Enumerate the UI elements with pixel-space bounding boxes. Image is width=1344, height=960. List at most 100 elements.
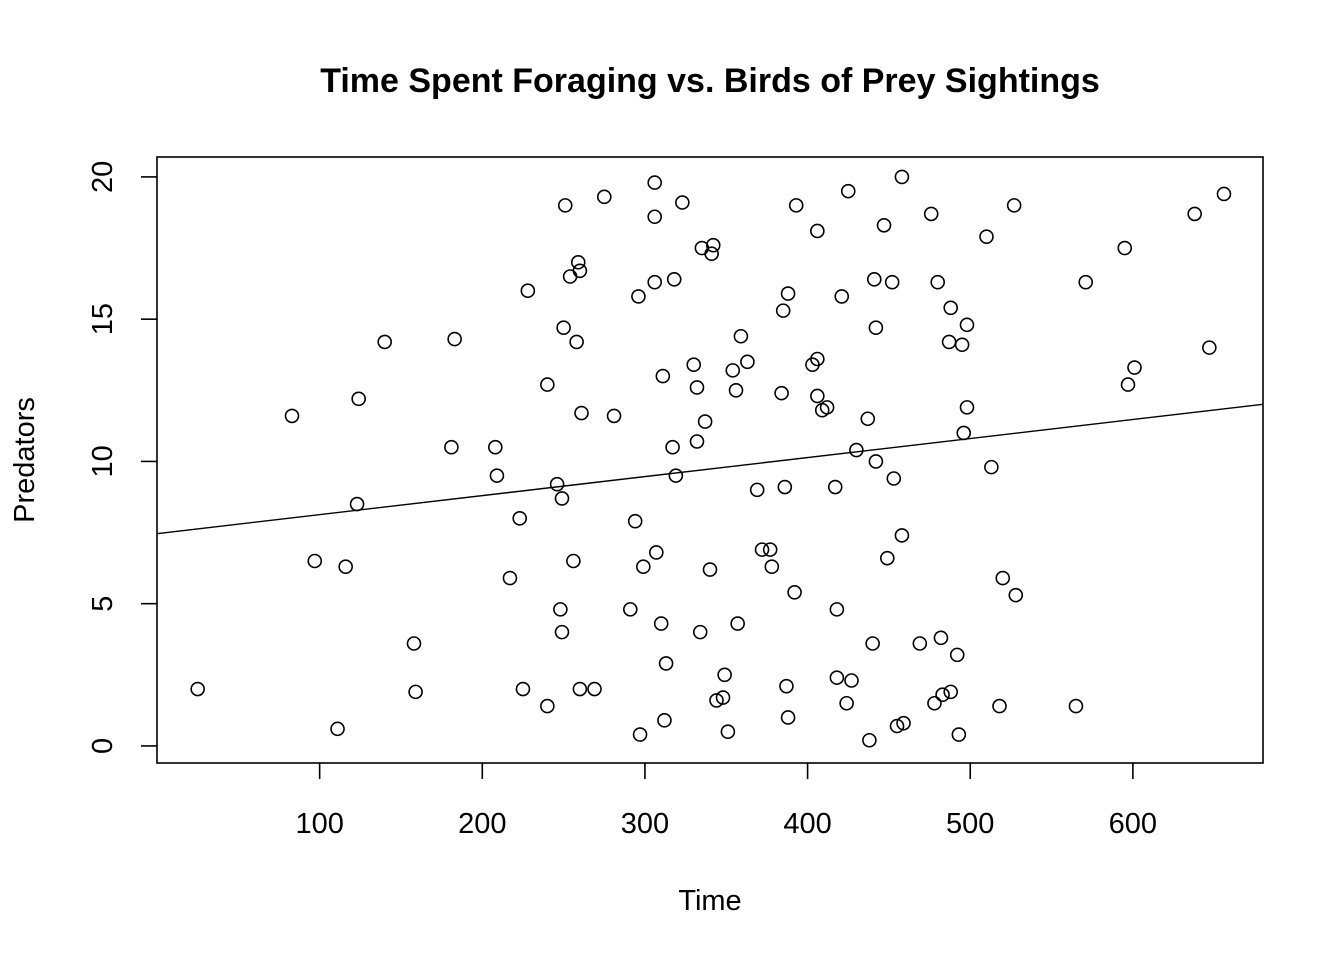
data-point [780, 286, 796, 301]
data-point [349, 496, 365, 512]
data-point [954, 337, 970, 353]
data-point [935, 687, 950, 703]
data-point [1216, 186, 1232, 202]
data-point [886, 471, 902, 486]
data-point [866, 272, 882, 287]
x-tick-label: 500 [946, 808, 994, 840]
data-point [566, 553, 581, 569]
data-point [647, 274, 663, 290]
data-point [606, 408, 622, 424]
data-point [715, 690, 731, 705]
data-point [876, 217, 892, 233]
data-point [406, 636, 422, 651]
data-point [704, 246, 719, 262]
data-point [788, 198, 804, 213]
data-point [896, 715, 911, 731]
data-point [520, 283, 536, 299]
data-point [1120, 377, 1136, 392]
x-axis-label: Time [678, 885, 741, 917]
data-point [941, 334, 957, 350]
data-point [1117, 240, 1133, 256]
data-point [647, 209, 663, 225]
data-point [774, 385, 789, 401]
data-point [377, 334, 393, 350]
data-point [849, 442, 864, 458]
data-point [959, 400, 975, 415]
x-axis: 100 200 300 400 500 600 [295, 763, 1157, 840]
data-points [190, 169, 1232, 748]
data-point [725, 363, 741, 378]
data-point [338, 559, 353, 574]
data-point [554, 624, 570, 640]
data-point [984, 459, 999, 475]
y-tick-label: 5 [87, 596, 119, 612]
data-point [330, 721, 345, 737]
data-point [951, 727, 967, 742]
data-point [596, 189, 612, 205]
data-point [930, 274, 946, 290]
chart-title: Time Spent Foraging vs. Birds of Prey Si… [320, 62, 1100, 100]
data-point [554, 491, 570, 506]
data-point [512, 511, 528, 526]
data-point [865, 636, 880, 651]
data-point [488, 439, 503, 455]
x-tick-label: 300 [621, 808, 669, 840]
y-tick-label: 20 [87, 161, 119, 193]
data-point [810, 388, 825, 404]
data-point [749, 482, 765, 498]
x-tick-label: 600 [1109, 808, 1157, 840]
data-point [557, 198, 573, 213]
data-point [702, 562, 718, 577]
data-point [728, 382, 744, 398]
data-point [623, 602, 638, 617]
data-point [829, 670, 845, 685]
data-point [834, 289, 850, 304]
data-point [636, 559, 651, 574]
data-point [805, 357, 820, 372]
data-point [549, 476, 565, 492]
data-point [943, 684, 959, 700]
data-point [647, 175, 663, 190]
data-point [351, 391, 366, 407]
data-point [705, 237, 721, 253]
data-point [780, 710, 796, 725]
data-point [675, 195, 690, 210]
data-point [839, 695, 854, 711]
y-tick-label: 10 [87, 445, 119, 477]
y-axis-label: Predators [9, 397, 41, 523]
x-tick-label: 400 [783, 808, 831, 840]
data-point [553, 602, 568, 617]
y-tick-label: 15 [87, 303, 119, 335]
data-point [447, 331, 462, 347]
data-point [556, 320, 571, 336]
data-point [810, 223, 825, 239]
data-point [627, 513, 643, 529]
data-point [730, 616, 745, 631]
data-point [666, 272, 682, 287]
data-point [912, 636, 928, 651]
data-point [1068, 698, 1084, 714]
data-point [787, 584, 802, 600]
data-point [562, 269, 578, 284]
data-point [658, 656, 674, 671]
data-point [408, 684, 423, 700]
data-point [1187, 206, 1202, 222]
plot-frame [156, 156, 1264, 764]
data-point [515, 681, 531, 697]
data-point [689, 434, 705, 449]
data-point [959, 317, 975, 333]
data-point [632, 727, 648, 742]
data-point [933, 630, 949, 646]
data-point [1008, 587, 1024, 603]
data-point [689, 380, 705, 395]
data-point [307, 553, 323, 569]
data-point [1006, 198, 1022, 213]
data-point [668, 468, 684, 483]
x-tick-label: 100 [295, 808, 343, 840]
data-point [860, 411, 876, 427]
data-point [862, 732, 877, 748]
data-point [979, 229, 994, 244]
data-point [1202, 340, 1217, 355]
data-point [844, 673, 859, 688]
